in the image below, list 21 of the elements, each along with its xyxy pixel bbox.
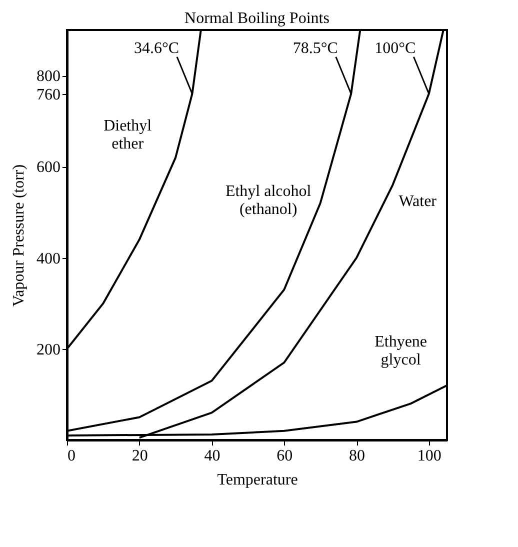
- x-tick-label: 20: [132, 448, 148, 464]
- y-axis-title: Vapour Pressure (torr): [10, 164, 28, 307]
- annotation: 100°C: [374, 40, 416, 57]
- y-tick-label: 400: [36, 250, 60, 268]
- x-tick-label: 60: [276, 448, 293, 464]
- x-tick-label: 0: [68, 448, 76, 464]
- x-axis-title: Temperature: [217, 472, 298, 488]
- series-label: Ethyene glycol: [374, 334, 428, 369]
- x-tick-label: 100: [417, 448, 442, 464]
- y-tick-label: 600: [36, 159, 60, 176]
- series-label: Water: [398, 192, 438, 210]
- series-label: Diethyl ether: [104, 118, 152, 153]
- x-tick-label: 80: [349, 448, 366, 464]
- y-tick-label: 760: [36, 86, 60, 104]
- x-tick-label: 40: [204, 448, 220, 464]
- series-label: Ethyl alcohol (ethanol): [225, 183, 312, 218]
- y-tick-label: 200: [36, 341, 60, 358]
- y-tick-label: 800: [36, 68, 60, 86]
- annotation: 34.6°C: [134, 40, 180, 57]
- chart-title: Normal Boiling Points: [184, 10, 330, 27]
- annotation: 78.5°C: [292, 40, 338, 57]
